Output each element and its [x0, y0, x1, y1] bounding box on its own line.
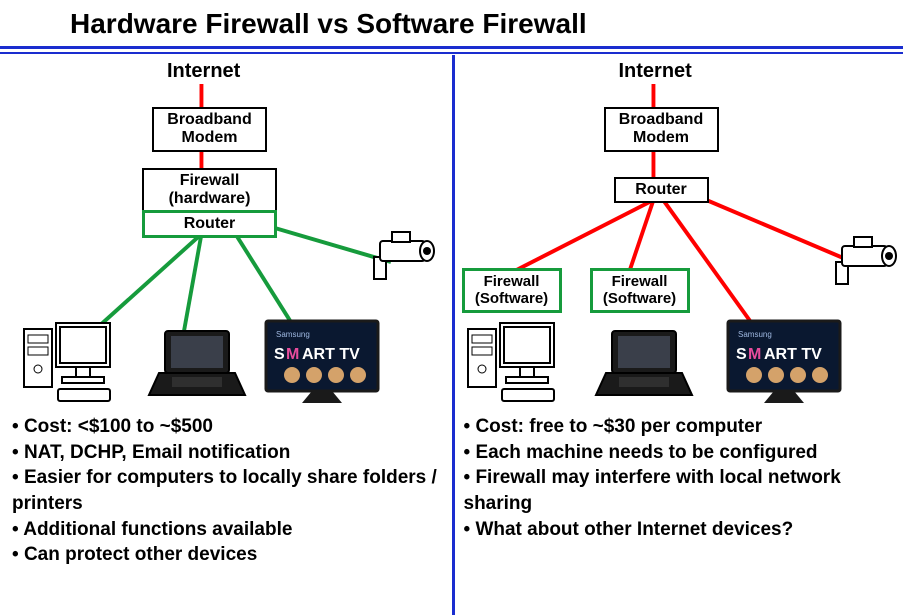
- svg-text:ART TV: ART TV: [764, 346, 822, 363]
- router-box-r: Router: [614, 177, 709, 203]
- svg-text:ART TV: ART TV: [302, 346, 360, 363]
- router-text-r: Router: [635, 181, 687, 198]
- sw-firewall-1: Firewall(Software): [462, 268, 562, 313]
- sw-bullet-3: Firewall may interfere with local networ…: [464, 465, 892, 516]
- desktop-icon: [22, 317, 117, 412]
- sw-bullets: Cost: free to ~$30 per computer Each mac…: [464, 414, 892, 542]
- sw-bullet-4: What about other Internet devices?: [464, 517, 892, 543]
- svg-text:M: M: [748, 346, 761, 363]
- hardware-diagram: Internet BroadbandModem Firewall(hardwar…: [12, 62, 440, 412]
- svg-text:S: S: [736, 346, 747, 363]
- hw-firewall-box: Firewall(hardware): [142, 168, 277, 213]
- svg-text:S: S: [274, 346, 285, 363]
- tv-brand-text: Samsung: [276, 330, 310, 339]
- hardware-column: Internet BroadbandModem Firewall(hardwar…: [0, 54, 452, 609]
- sw-bullet-2: Each machine needs to be configured: [464, 440, 892, 466]
- router-text: Router: [184, 215, 236, 232]
- hw-bullet-3: Easier for computers to locally share fo…: [12, 465, 440, 516]
- sw-fw1-text: Firewall(Software): [475, 273, 548, 307]
- title-rule-1: [0, 46, 903, 49]
- router-box: Router: [142, 210, 277, 238]
- desktop-icon-r: [466, 317, 561, 412]
- hw-bullet-2: NAT, DCHP, Email notification: [12, 440, 440, 466]
- smart-tv-icon-r: Samsung S M ART TV: [724, 317, 844, 412]
- hw-bullet-1: Cost: <$100 to ~$500: [12, 414, 440, 440]
- software-column: Internet BroadbandModem Router Firewall(…: [452, 54, 903, 609]
- svg-text:M: M: [286, 346, 299, 363]
- svg-text:Samsung: Samsung: [738, 330, 772, 339]
- sw-fw2-text: Firewall(Software): [603, 273, 676, 307]
- internet-label-r: Internet: [619, 60, 692, 83]
- hw-firewall-text: Firewall(hardware): [169, 172, 251, 207]
- sw-bullet-1: Cost: free to ~$30 per computer: [464, 414, 892, 440]
- smart-tv-icon: Samsung S M ART TV: [262, 317, 382, 412]
- hw-bullets: Cost: <$100 to ~$500 NAT, DCHP, Email no…: [12, 414, 440, 568]
- laptop-icon-r: [594, 327, 694, 407]
- internet-label: Internet: [167, 60, 240, 83]
- modem-text-r: BroadbandModem: [619, 111, 703, 146]
- columns: Internet BroadbandModem Firewall(hardwar…: [0, 54, 903, 609]
- hw-bullet-4: Additional functions available: [12, 517, 440, 543]
- camera-icon: [372, 227, 442, 287]
- modem-text: BroadbandModem: [167, 111, 251, 146]
- camera-icon-r: [834, 232, 903, 292]
- modem-box-r: BroadbandModem: [604, 107, 719, 152]
- sw-firewall-2: Firewall(Software): [590, 268, 690, 313]
- hw-bullet-5: Can protect other devices: [12, 542, 440, 568]
- page-title: Hardware Firewall vs Software Firewall: [0, 0, 903, 46]
- laptop-icon: [147, 327, 247, 407]
- software-diagram: Internet BroadbandModem Router Firewall(…: [464, 62, 892, 412]
- modem-box: BroadbandModem: [152, 107, 267, 152]
